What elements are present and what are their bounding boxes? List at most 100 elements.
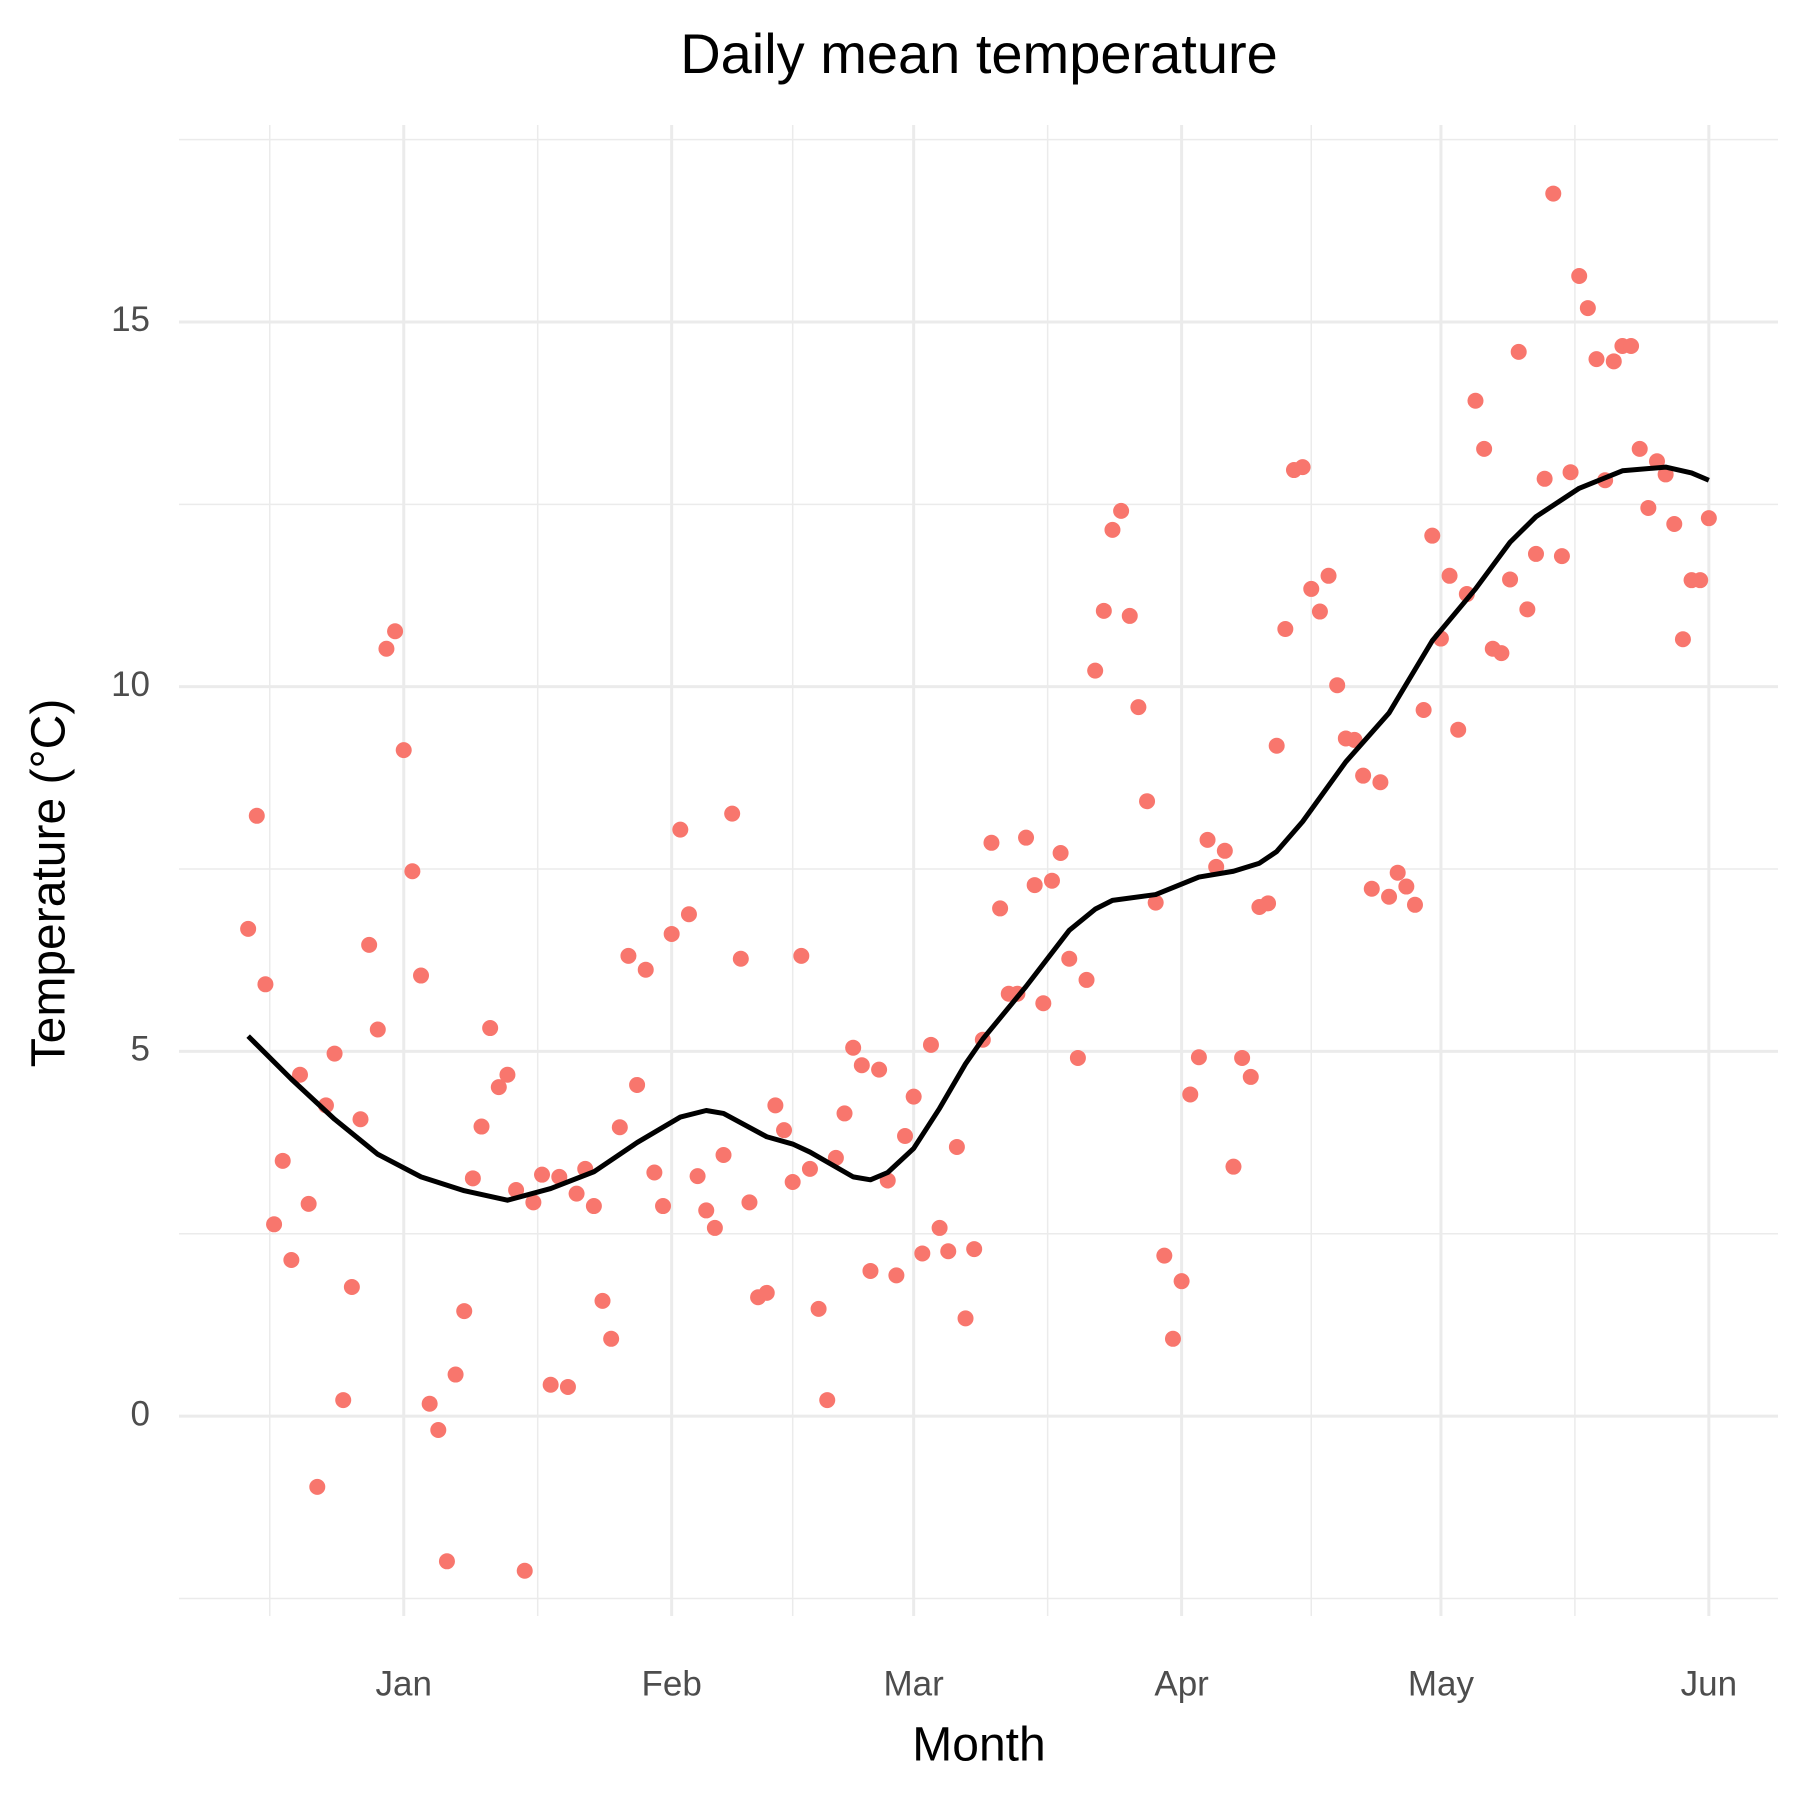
data-point <box>335 1392 352 1409</box>
x-tick-label: Jan <box>376 1664 432 1703</box>
data-point <box>1104 521 1121 538</box>
data-point <box>1605 353 1622 370</box>
data-point <box>1519 601 1536 618</box>
data-point <box>1069 1049 1086 1066</box>
data-point <box>603 1330 620 1347</box>
data-point <box>957 1310 974 1327</box>
data-point <box>1113 502 1130 519</box>
data-point <box>776 1122 793 1139</box>
data-point <box>1372 774 1389 791</box>
data-point <box>1700 510 1717 527</box>
data-point <box>1623 338 1640 355</box>
data-point <box>1260 895 1277 912</box>
data-point <box>1588 351 1605 368</box>
data-point <box>1121 607 1138 624</box>
data-point <box>801 1160 818 1177</box>
y-tick-label: 5 <box>131 1030 150 1069</box>
data-point <box>1389 864 1406 881</box>
data-point <box>1087 662 1104 679</box>
data-point <box>1502 571 1519 588</box>
data-point <box>413 967 430 984</box>
data-point <box>266 1216 283 1233</box>
data-point <box>387 623 404 640</box>
data-point <box>871 1061 888 1078</box>
data-point <box>464 1170 481 1187</box>
data-point <box>888 1267 905 1284</box>
data-point <box>1277 621 1294 638</box>
data-point <box>1182 1086 1199 1103</box>
data-point <box>620 947 637 964</box>
data-point <box>430 1421 447 1438</box>
data-point <box>767 1097 784 1114</box>
data-point <box>1035 995 1052 1012</box>
data-point <box>395 742 412 759</box>
data-point <box>404 863 421 880</box>
data-point <box>1242 1068 1259 1085</box>
data-point <box>1225 1158 1242 1175</box>
data-point <box>1674 631 1691 648</box>
data-point <box>1571 267 1588 284</box>
data-point <box>810 1300 827 1317</box>
x-tick-label: May <box>1408 1664 1475 1703</box>
data-point <box>1190 1049 1207 1066</box>
data-point <box>1441 567 1458 584</box>
data-point <box>1527 545 1544 562</box>
data-point <box>1061 950 1078 967</box>
data-point <box>1164 1330 1181 1347</box>
chart-title: Daily mean temperature <box>680 22 1278 85</box>
data-point <box>369 1021 386 1038</box>
data-point <box>948 1138 965 1155</box>
data-point <box>905 1088 922 1105</box>
data-point <box>1562 464 1579 481</box>
data-point <box>1545 185 1562 202</box>
data-point <box>1631 440 1648 457</box>
data-point <box>845 1039 862 1056</box>
data-point <box>680 906 697 923</box>
data-point <box>1415 702 1432 719</box>
data-point <box>559 1378 576 1395</box>
data-point <box>629 1076 646 1093</box>
data-point <box>611 1119 628 1136</box>
data-point <box>542 1376 559 1393</box>
y-axis-title: Temperature (°C) <box>23 699 76 1068</box>
data-point <box>1536 470 1553 487</box>
data-point <box>897 1128 914 1145</box>
data-point <box>1018 829 1035 846</box>
data-point <box>508 1182 525 1198</box>
data-point <box>966 1241 983 1258</box>
data-point <box>378 640 395 657</box>
x-tick-label: Feb <box>642 1664 702 1703</box>
data-point <box>326 1045 343 1062</box>
data-point <box>1381 888 1398 905</box>
data-point <box>516 1562 533 1579</box>
data-point <box>352 1111 369 1128</box>
data-point <box>1666 516 1683 533</box>
data-point <box>343 1279 360 1296</box>
data-point <box>309 1478 326 1495</box>
y-tick-label: 0 <box>131 1394 150 1433</box>
data-point <box>1476 440 1493 457</box>
data-point <box>482 1020 499 1037</box>
data-point <box>1078 971 1095 988</box>
x-tick-label: Apr <box>1154 1664 1209 1703</box>
data-point <box>1026 877 1043 894</box>
data-point <box>1553 548 1570 565</box>
x-tick-label: Mar <box>884 1664 945 1703</box>
data-point <box>1450 721 1467 738</box>
data-point <box>646 1164 663 1181</box>
data-point <box>551 1168 568 1185</box>
data-point <box>793 947 810 964</box>
data-point <box>456 1303 473 1320</box>
data-point <box>706 1219 723 1236</box>
data-point <box>1199 831 1216 848</box>
data-point <box>853 1057 870 1074</box>
data-point <box>534 1166 551 1183</box>
data-point <box>1208 858 1225 875</box>
data-point <box>490 1079 507 1096</box>
data-point <box>1406 896 1423 913</box>
data-point <box>931 1219 948 1236</box>
data-point <box>836 1105 853 1122</box>
data-point <box>914 1245 931 1262</box>
data-point <box>1640 499 1657 516</box>
data-point <box>1139 793 1156 810</box>
